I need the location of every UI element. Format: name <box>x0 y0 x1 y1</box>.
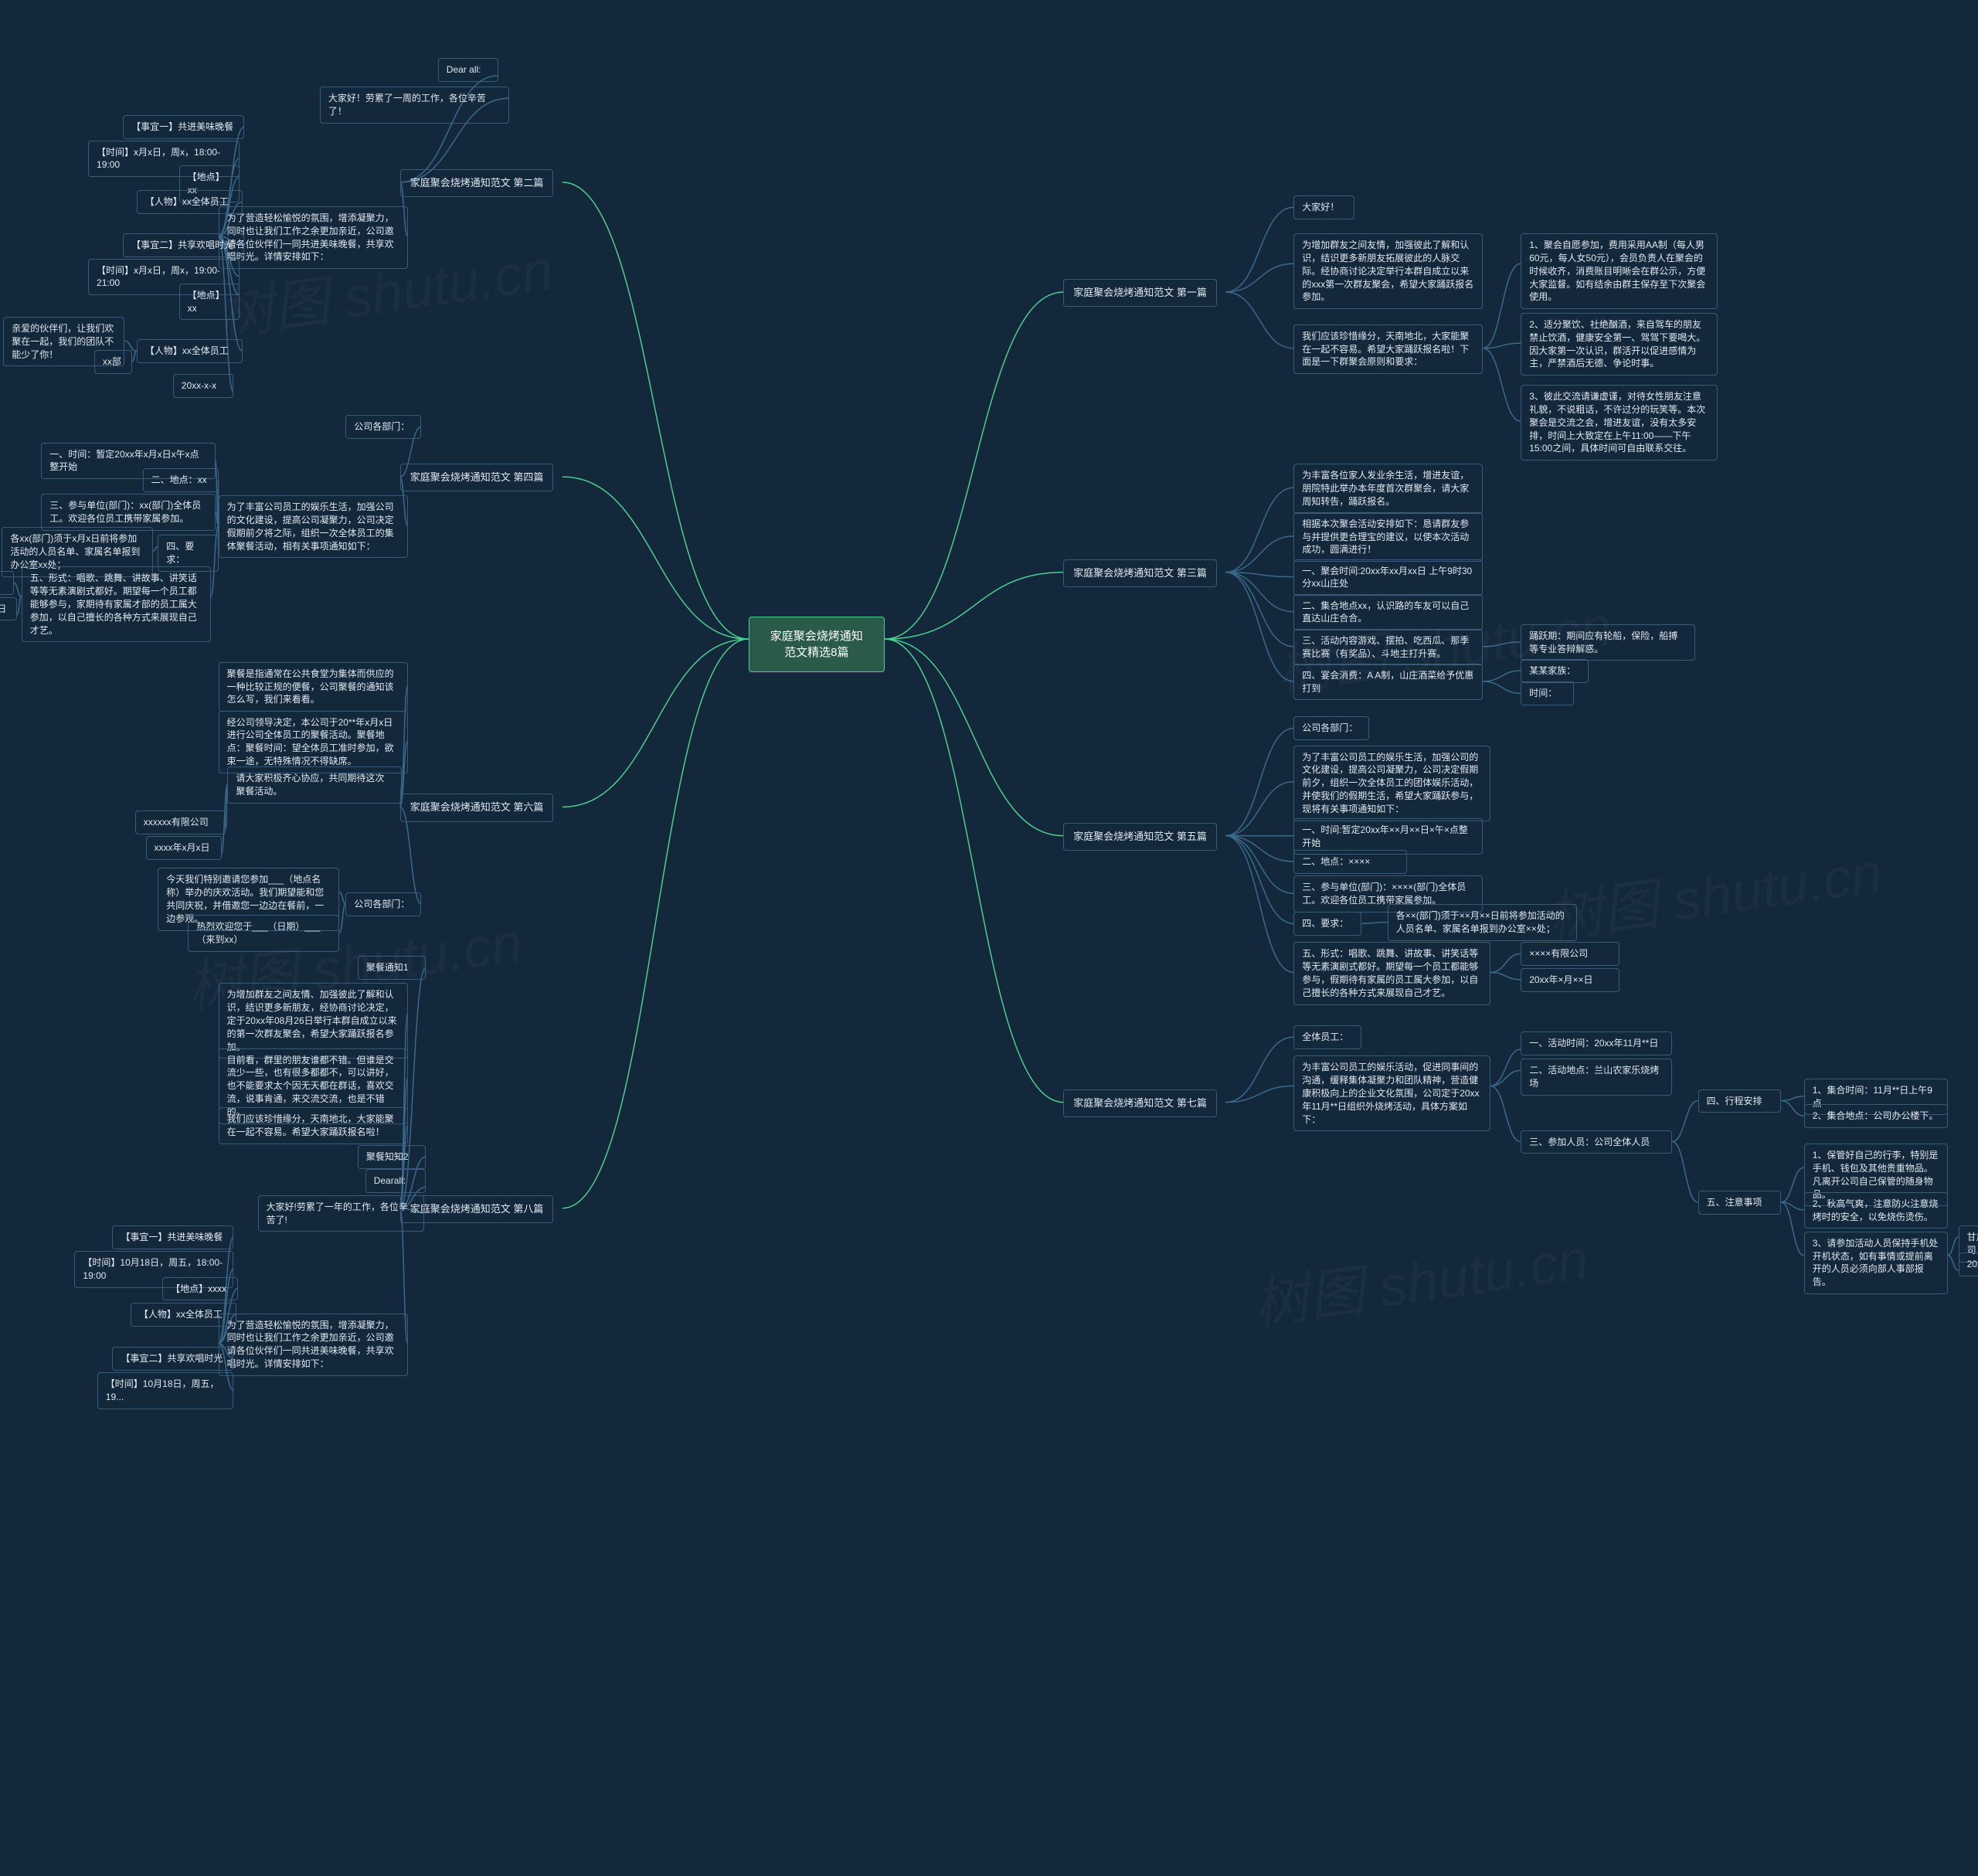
mindmap-leaf: 2、秋高气爽，注意防火注意烧烤时的安全，以免烧伤烫伤。 <box>1804 1192 1948 1229</box>
mindmap-leaf: 二、地点：xx <box>143 468 219 492</box>
mindmap-leaf: 时间： <box>1521 681 1574 705</box>
mindmap-leaf: 20xx-x-x <box>173 374 233 398</box>
mindmap-leaf: 【事宜二】共享欢唱时光 <box>112 1347 233 1371</box>
mindmap-branch: 家庭聚会烧烤通知范文 第四篇 <box>400 464 554 491</box>
mindmap-leaf: 【人物】xx全体员工 <box>131 1303 236 1327</box>
mindmap-leaf: xx部 <box>94 350 132 374</box>
mindmap-leaf: 二、集合地点xx，认识路的车友可以自己直达山庄合合。 <box>1293 594 1483 631</box>
mindmap-leaf: 某某家族： <box>1521 659 1589 683</box>
watermark: 树图 shutu.cn <box>1541 827 1887 954</box>
mindmap-leaf: 我们应该珍惜缘分，天南地北，大家能聚在一起不容易。希望大家踊跃报名啦！ <box>219 1107 408 1144</box>
mindmap-leaf: 20xx年11月15日 <box>1959 1252 1978 1276</box>
mindmap-leaf: 请大家积极齐心协应，共同期待这次聚餐活动。 <box>227 766 401 804</box>
mindmap-leaf: 2、集合地点：公司办公楼下。 <box>1804 1104 1948 1128</box>
mindmap-leaf: 一、聚会时间:20xx年xx月xx日 上午9时30分xx山庄处 <box>1293 559 1483 596</box>
mindmap-branch: 家庭聚会烧烤通知范文 第五篇 <box>1063 823 1217 851</box>
mindmap-root: 家庭聚会烧烤通知范文精选8篇 <box>749 617 885 672</box>
mindmap-leaf: 聚餐通知1 <box>358 956 426 980</box>
mindmap-leaf: 2、适分聚饮、社绝酗酒，来自驾车的朋友禁止饮酒，健康安全第一、驾驾下要喝大。因大… <box>1521 313 1718 376</box>
mindmap-leaf: 为丰富各位家人发业余生活，增进友谊，朋院特此举办本年度首次群聚会，请大家周知转告… <box>1293 464 1483 513</box>
mindmap-leaf: 四、行程安排 <box>1698 1089 1782 1113</box>
mindmap-leaf: 聚餐是指通常在公共食堂为集体而供应的一种比较正规的便餐，公司聚餐的通知该怎么写，… <box>219 662 408 712</box>
mindmap-leaf: xxxxxx有限公司 <box>135 811 226 834</box>
mindmap-leaf: 三、参加人员：公司全体人员 <box>1521 1130 1672 1154</box>
mindmap-leaf: 二、地点：×××× <box>1293 850 1407 874</box>
mindmap-leaf: 【地点】xx <box>179 284 240 321</box>
mindmap-leaf: 我们应该珍惜缘分，天南地北，大家能聚在一起不容易。希望大家踊跃报名啦！下面是一下… <box>1293 325 1483 374</box>
mindmap-leaf: 3、彼此交流请谦虚谨，对待女性朋友注意礼貌，不说粗话，不许过分的玩笑等。本次聚会… <box>1521 385 1718 461</box>
mindmap-branch: 家庭聚会烧烤通知范文 第三篇 <box>1063 559 1217 587</box>
mindmap-leaf: 大家好!劳累了一年的工作，各位辛苦了! <box>258 1195 425 1232</box>
mindmap-leaf: 【人物】xx全体员工 <box>137 190 243 214</box>
mindmap-leaf: 踊跃期：期间应有轮船，保险，船搏等专业答辩解惑。 <box>1521 624 1694 661</box>
mindmap-leaf: 公司各部门： <box>1293 716 1369 740</box>
mindmap-leaf: 一、活动时间：20xx年11月**日 <box>1521 1031 1672 1055</box>
mindmap-leaf: 【事宜二】共享欢唱时光 <box>123 233 244 257</box>
mindmap-leaf: 20xx年x月x日 <box>0 597 17 621</box>
mindmap-leaf: 四、宴会消费：A A制，山庄酒菜给予优惠打到 <box>1293 664 1483 701</box>
mindmap-leaf: 全体员工： <box>1293 1025 1361 1049</box>
mindmap-leaf: 为了丰富公司员工的娱乐生活，加强公司的文化建设，提高公司凝聚力，公司决定假期前夕… <box>1293 746 1490 821</box>
mindmap-leaf: 三、参与单位(部门)：xx(部门)全体员工。欢迎各位员工携带家属参加。 <box>41 494 215 531</box>
mindmap-leaf: 3、请参加活动人员保持手机处开机状态，如有事情或提前离开的人员必须向部人事部报告… <box>1804 1232 1948 1294</box>
mindmap-leaf: 公司各部门： <box>345 415 421 439</box>
mindmap-branch: 家庭聚会烧烤通知范文 第一篇 <box>1063 279 1217 307</box>
mindmap-branch: 家庭聚会烧烤通知范文 第六篇 <box>400 794 554 821</box>
mindmap-leaf: 20xx年×月××日 <box>1521 968 1619 992</box>
mindmap-leaf: 为增加群友之间友情、加强彼此了解和认识，结识更多新朋友，经协商讨论决定，定于20… <box>219 983 408 1059</box>
mindmap-leaf: 聚餐知知2 <box>358 1145 426 1169</box>
mindmap-leaf: 【人物】xx全体员工 <box>137 339 243 363</box>
mindmap-branch: 家庭聚会烧烤通知范文 第二篇 <box>400 169 554 197</box>
mindmap-leaf: 大家好！ <box>1293 195 1354 219</box>
mindmap-leaf: 相据本次聚会活动安排如下：恳请群友参与并提供更合理宝的建议，以使本次活动成功，圆… <box>1293 512 1483 562</box>
mindmap-leaf: 1、聚会自愿参加，费用采用AA制（每人男60元，每人女50元），会员负责人在聚会… <box>1521 233 1718 309</box>
mindmap-leaf: ××××有限公司 <box>1521 942 1619 966</box>
mindmap-leaf: xx有限公司 <box>0 571 14 595</box>
mindmap-leaf: 【事宜一】共进美味晚餐 <box>123 115 244 139</box>
mindmap-leaf: 五、注意事项 <box>1698 1191 1782 1215</box>
mindmap-leaf: 五、形式：唱歌、跳舞、讲故事、讲笑话等等无素演剧式都好。期望每一个员工都能够参与… <box>22 566 211 642</box>
mindmap-leaf: xxxx年x月x日 <box>146 836 222 860</box>
mindmap-leaf: 为了营造轻松愉悦的氛围，增添凝聚力，同时也让我们工作之余更加亲近，公司邀请各位伙… <box>219 1314 408 1376</box>
mindmap-leaf: 为了丰富公司员工的娱乐生活，加强公司的文化建设，提高公司凝聚力，公司决定假期前夕… <box>219 495 408 558</box>
mindmap-leaf: 大家好！劳累了一周的工作，各位辛苦了！ <box>320 87 509 124</box>
mindmap-leaf: 五、形式：唱歌、跳舞、讲故事、讲笑话等等无素演剧式都好。期望每一个员工都能够参与… <box>1293 942 1490 1004</box>
mindmap-branch: 家庭聚会烧烤通知范文 第七篇 <box>1063 1089 1217 1117</box>
watermark: 树图 shutu.cn <box>1248 1213 1593 1341</box>
mindmap-leaf: 三、活动内容游戏、摆拍、吃西瓜、那季赛比赛（有奖品）、斗地主打升赛。 <box>1293 629 1483 666</box>
mindmap-leaf: 各××(部门)须于××月××日前将参加活动的人员名单、家属名单报到办公室××处； <box>1388 904 1577 941</box>
mindmap-leaf: 为了营造轻松愉悦的氛围，增添凝聚力，同时也让我们工作之余更加亲近，公司邀请各位伙… <box>219 206 408 269</box>
mindmap-leaf: Dear all: <box>438 58 498 82</box>
mindmap-leaf: 热烈欢迎您于___（日期）___（来到xx） <box>188 915 339 952</box>
mindmap-leaf: 【事宜一】共进美味晚餐 <box>112 1225 233 1249</box>
mindmap-leaf: 为丰富公司员工的娱乐活动，促进同事间的沟通，缓释集体凝聚力和团队精神，营造健康积… <box>1293 1055 1490 1131</box>
mindmap-leaf: 二、活动地点：兰山农家乐烧烤场 <box>1521 1059 1672 1096</box>
mindmap-leaf: Dearall: <box>365 1169 426 1193</box>
mindmap-leaf: 经公司领导决定，本公司于20**年x月x日进行公司全体员工的聚餐活动。聚餐地点：… <box>219 711 408 773</box>
mindmap-leaf: 【地点】xxxx <box>162 1277 238 1301</box>
mindmap-leaf: 【时间】10月18日，周五，19... <box>97 1372 233 1409</box>
mindmap-leaf: 四、要求： <box>1293 912 1361 936</box>
mindmap-leaf: 公司各部门： <box>345 892 421 916</box>
mindmap-leaf: 为增加群友之间友情，加强彼此了解和认识，结识更多新朋友拓展彼此的人脉交际。经协商… <box>1293 233 1483 309</box>
